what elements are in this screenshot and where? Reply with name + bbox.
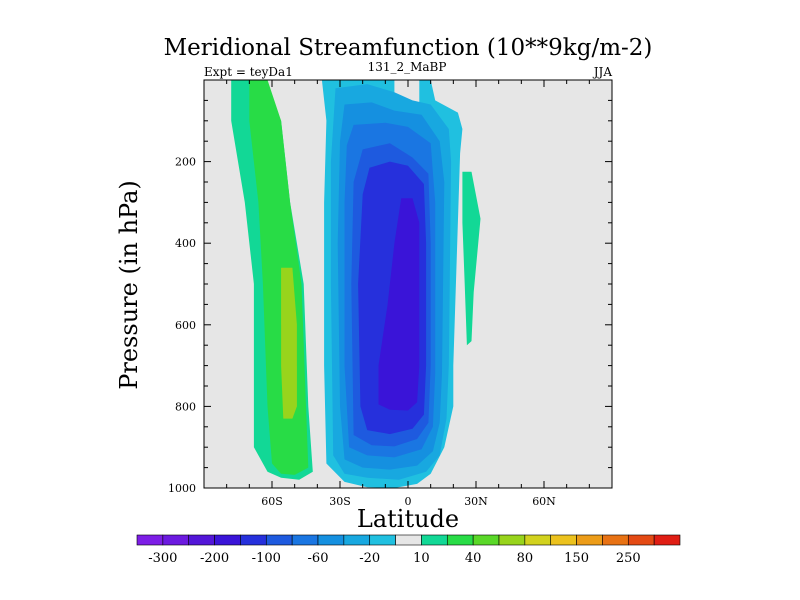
colorbar-swatch <box>395 534 422 546</box>
colorbar-label: -20 <box>359 551 380 566</box>
colorbar-swatch <box>240 534 267 546</box>
colorbar-swatch <box>446 534 474 546</box>
center-subtitle: 131_2_MaBP <box>368 60 447 74</box>
colorbar-swatch <box>653 534 681 546</box>
x-tick-label: 30N <box>464 495 488 508</box>
colorbar-swatch <box>291 534 319 546</box>
contour-southern-hadley-core <box>281 267 297 419</box>
colorbar-label: -60 <box>308 551 329 566</box>
colorbar-label: 250 <box>616 551 641 566</box>
x-tick-label: 60S <box>261 495 283 508</box>
chart-title: Meridional Streamfunction (10**9kg/m-2) <box>164 35 653 61</box>
colorbar-swatch <box>421 534 448 546</box>
right-subtitle: JJA <box>592 65 613 79</box>
colorbar-swatch <box>188 534 215 546</box>
colorbar-swatch <box>214 534 241 546</box>
y-tick-label: 1000 <box>168 482 196 495</box>
y-tick-label: 400 <box>175 237 196 250</box>
left-subtitle: Expt = teyDa1 <box>204 65 293 79</box>
colorbar-label: -300 <box>148 551 177 566</box>
y-tick-label: 800 <box>175 400 196 413</box>
colorbar-swatch <box>472 534 500 546</box>
contour-northern-weak-cell <box>462 171 481 346</box>
y-axis-label: Pressure (in hPa) <box>115 180 143 390</box>
colorbar-swatch <box>576 534 603 546</box>
y-tick-label: 200 <box>175 156 196 169</box>
contour-winter-cell-level-200 <box>378 198 420 411</box>
x-axis-label: Latitude <box>357 505 459 533</box>
y-axis-ticks: 200 400 600 800 1000 <box>168 99 612 495</box>
colorbar-label: -100 <box>252 551 281 566</box>
colorbar-swatch <box>550 534 577 546</box>
y-tick-label: 600 <box>175 319 196 332</box>
colorbar-label: 80 <box>517 551 534 566</box>
colorbar-label: 150 <box>564 551 589 566</box>
x-tick-label: 30S <box>329 495 351 508</box>
colorbar-label: 10 <box>413 551 430 566</box>
contour-regions <box>231 80 481 488</box>
colorbar-swatch <box>343 534 371 546</box>
colorbar-swatch <box>524 534 552 546</box>
colorbar-swatch <box>265 534 293 546</box>
colorbar-swatch <box>136 534 164 546</box>
x-axis-ticks: 60S 30S 0 30N 60N <box>203 80 613 508</box>
colorbar-swatch <box>627 534 655 546</box>
x-tick-label: 0 <box>405 495 412 508</box>
colorbar-swatch <box>498 534 526 546</box>
x-tick-label: 60N <box>532 495 556 508</box>
colorbar-swatch <box>317 534 345 546</box>
colorbar-swatch <box>162 534 190 546</box>
colorbar-label: 40 <box>465 551 482 566</box>
colorbar-label: -200 <box>200 551 229 566</box>
colorbar-swatch <box>602 534 629 546</box>
colorbar-swatch <box>369 534 396 546</box>
colorbar: -300 -200 -100 -60 -20 10 40 80 150 250 <box>136 534 681 566</box>
